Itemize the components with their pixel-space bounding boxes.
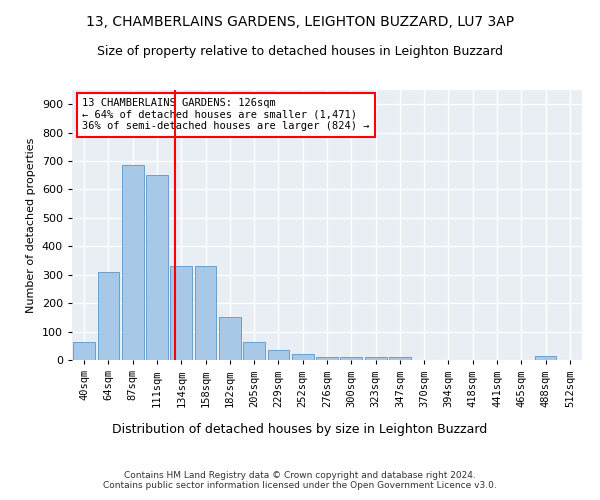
Bar	[535, 356, 556, 360]
Text: Size of property relative to detached houses in Leighton Buzzard: Size of property relative to detached ho…	[97, 45, 503, 58]
Bar	[243, 342, 265, 360]
Bar	[340, 357, 362, 360]
Text: 13, CHAMBERLAINS GARDENS, LEIGHTON BUZZARD, LU7 3AP: 13, CHAMBERLAINS GARDENS, LEIGHTON BUZZA…	[86, 15, 514, 29]
Bar	[194, 266, 217, 360]
Bar	[97, 272, 119, 360]
Text: Distribution of detached houses by size in Leighton Buzzard: Distribution of detached houses by size …	[112, 422, 488, 436]
Bar	[219, 318, 241, 360]
Bar	[73, 342, 95, 360]
Y-axis label: Number of detached properties: Number of detached properties	[26, 138, 36, 312]
Bar	[365, 357, 386, 360]
Text: Contains HM Land Registry data © Crown copyright and database right 2024.
Contai: Contains HM Land Registry data © Crown c…	[103, 470, 497, 490]
Bar	[316, 357, 338, 360]
Bar	[292, 354, 314, 360]
Bar	[146, 176, 168, 360]
Bar	[170, 266, 192, 360]
Bar	[389, 357, 411, 360]
Text: 13 CHAMBERLAINS GARDENS: 126sqm
← 64% of detached houses are smaller (1,471)
36%: 13 CHAMBERLAINS GARDENS: 126sqm ← 64% of…	[82, 98, 370, 132]
Bar	[122, 166, 143, 360]
Bar	[268, 350, 289, 360]
